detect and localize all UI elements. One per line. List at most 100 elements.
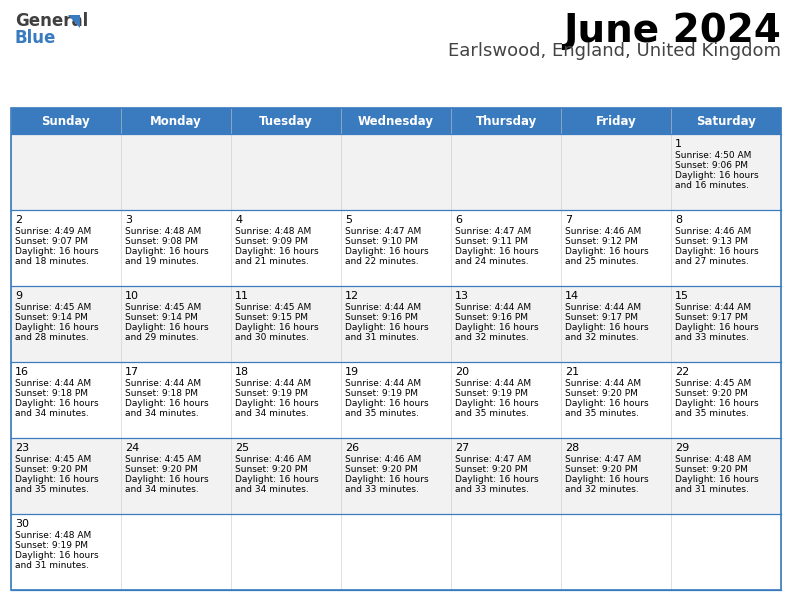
- Bar: [11, 108, 781, 134]
- Text: and 34 minutes.: and 34 minutes.: [125, 409, 199, 418]
- Text: Daylight: 16 hours: Daylight: 16 hours: [565, 323, 649, 332]
- Text: and 34 minutes.: and 34 minutes.: [125, 485, 199, 494]
- Text: Daylight: 16 hours: Daylight: 16 hours: [455, 323, 539, 332]
- Text: Monday: Monday: [150, 114, 202, 127]
- Text: and 32 minutes.: and 32 minutes.: [565, 333, 639, 342]
- Text: Sunrise: 4:44 AM: Sunrise: 4:44 AM: [565, 303, 642, 312]
- Text: Sunrise: 4:47 AM: Sunrise: 4:47 AM: [565, 455, 642, 464]
- Text: Sunset: 9:20 PM: Sunset: 9:20 PM: [565, 389, 638, 398]
- Text: Earlswood, England, United Kingdom: Earlswood, England, United Kingdom: [448, 42, 781, 60]
- Text: Sunrise: 4:44 AM: Sunrise: 4:44 AM: [455, 303, 531, 312]
- Text: 5: 5: [345, 215, 352, 225]
- Text: Sunrise: 4:44 AM: Sunrise: 4:44 AM: [15, 379, 91, 388]
- Text: Sunrise: 4:45 AM: Sunrise: 4:45 AM: [675, 379, 752, 388]
- Text: Sunrise: 4:45 AM: Sunrise: 4:45 AM: [125, 303, 201, 312]
- Text: Daylight: 16 hours: Daylight: 16 hours: [235, 399, 318, 408]
- Text: Daylight: 16 hours: Daylight: 16 hours: [455, 247, 539, 256]
- Text: General: General: [15, 12, 88, 30]
- Text: Daylight: 16 hours: Daylight: 16 hours: [235, 323, 318, 332]
- Text: Sunset: 9:11 PM: Sunset: 9:11 PM: [455, 237, 528, 246]
- Text: Sunrise: 4:45 AM: Sunrise: 4:45 AM: [15, 455, 91, 464]
- Text: Daylight: 16 hours: Daylight: 16 hours: [15, 323, 99, 332]
- Text: Sunrise: 4:46 AM: Sunrise: 4:46 AM: [235, 455, 311, 464]
- Text: Sunset: 9:20 PM: Sunset: 9:20 PM: [455, 465, 528, 474]
- Text: Daylight: 16 hours: Daylight: 16 hours: [455, 475, 539, 484]
- Text: Sunrise: 4:45 AM: Sunrise: 4:45 AM: [125, 455, 201, 464]
- Text: Daylight: 16 hours: Daylight: 16 hours: [565, 399, 649, 408]
- Text: 16: 16: [15, 367, 29, 377]
- Text: Sunset: 9:08 PM: Sunset: 9:08 PM: [125, 237, 198, 246]
- Text: Daylight: 16 hours: Daylight: 16 hours: [345, 323, 428, 332]
- Text: Daylight: 16 hours: Daylight: 16 hours: [675, 323, 759, 332]
- Text: 4: 4: [235, 215, 242, 225]
- Text: Daylight: 16 hours: Daylight: 16 hours: [455, 399, 539, 408]
- Text: and 16 minutes.: and 16 minutes.: [675, 181, 749, 190]
- Text: 12: 12: [345, 291, 359, 301]
- Text: and 30 minutes.: and 30 minutes.: [235, 333, 309, 342]
- Text: Daylight: 16 hours: Daylight: 16 hours: [675, 475, 759, 484]
- Text: Daylight: 16 hours: Daylight: 16 hours: [15, 551, 99, 560]
- Text: Daylight: 16 hours: Daylight: 16 hours: [565, 475, 649, 484]
- Text: Daylight: 16 hours: Daylight: 16 hours: [125, 247, 208, 256]
- Text: Sunset: 9:16 PM: Sunset: 9:16 PM: [455, 313, 528, 322]
- Text: Sunset: 9:20 PM: Sunset: 9:20 PM: [15, 465, 88, 474]
- Text: 2: 2: [15, 215, 22, 225]
- Text: 15: 15: [675, 291, 689, 301]
- Text: Sunrise: 4:44 AM: Sunrise: 4:44 AM: [345, 379, 421, 388]
- Text: Sunrise: 4:48 AM: Sunrise: 4:48 AM: [235, 227, 311, 236]
- Text: 30: 30: [15, 519, 29, 529]
- Text: and 33 minutes.: and 33 minutes.: [455, 485, 529, 494]
- Text: 1: 1: [675, 139, 682, 149]
- Text: Sunrise: 4:46 AM: Sunrise: 4:46 AM: [345, 455, 421, 464]
- Text: and 31 minutes.: and 31 minutes.: [15, 561, 89, 570]
- Text: and 29 minutes.: and 29 minutes.: [125, 333, 199, 342]
- Bar: [11, 514, 781, 590]
- Text: Sunset: 9:16 PM: Sunset: 9:16 PM: [345, 313, 418, 322]
- Text: Daylight: 16 hours: Daylight: 16 hours: [565, 247, 649, 256]
- Text: and 21 minutes.: and 21 minutes.: [235, 257, 309, 266]
- Text: Sunday: Sunday: [42, 114, 90, 127]
- Polygon shape: [68, 15, 80, 28]
- Text: Sunset: 9:14 PM: Sunset: 9:14 PM: [125, 313, 198, 322]
- Text: Daylight: 16 hours: Daylight: 16 hours: [15, 399, 99, 408]
- Text: June 2024: June 2024: [563, 12, 781, 50]
- Text: Daylight: 16 hours: Daylight: 16 hours: [15, 475, 99, 484]
- Text: Daylight: 16 hours: Daylight: 16 hours: [675, 399, 759, 408]
- Text: and 33 minutes.: and 33 minutes.: [675, 333, 749, 342]
- Text: Sunrise: 4:45 AM: Sunrise: 4:45 AM: [235, 303, 311, 312]
- Text: 17: 17: [125, 367, 139, 377]
- Text: Sunrise: 4:49 AM: Sunrise: 4:49 AM: [15, 227, 91, 236]
- Bar: [11, 286, 781, 362]
- Text: and 32 minutes.: and 32 minutes.: [455, 333, 529, 342]
- Text: 7: 7: [565, 215, 572, 225]
- Text: and 35 minutes.: and 35 minutes.: [675, 409, 749, 418]
- Bar: [11, 438, 781, 514]
- Text: Sunset: 9:19 PM: Sunset: 9:19 PM: [235, 389, 308, 398]
- Text: Daylight: 16 hours: Daylight: 16 hours: [235, 247, 318, 256]
- Text: 24: 24: [125, 443, 139, 453]
- Text: 18: 18: [235, 367, 249, 377]
- Text: Sunrise: 4:46 AM: Sunrise: 4:46 AM: [675, 227, 752, 236]
- Text: 25: 25: [235, 443, 249, 453]
- Text: 20: 20: [455, 367, 469, 377]
- Text: Wednesday: Wednesday: [358, 114, 434, 127]
- Text: 19: 19: [345, 367, 359, 377]
- Text: Daylight: 16 hours: Daylight: 16 hours: [345, 475, 428, 484]
- Text: Sunset: 9:18 PM: Sunset: 9:18 PM: [15, 389, 88, 398]
- Text: Tuesday: Tuesday: [259, 114, 313, 127]
- Bar: [11, 362, 781, 438]
- Text: Friday: Friday: [596, 114, 637, 127]
- Text: Sunrise: 4:44 AM: Sunrise: 4:44 AM: [235, 379, 311, 388]
- Text: and 31 minutes.: and 31 minutes.: [345, 333, 419, 342]
- Text: Daylight: 16 hours: Daylight: 16 hours: [345, 399, 428, 408]
- Text: 13: 13: [455, 291, 469, 301]
- Text: Daylight: 16 hours: Daylight: 16 hours: [235, 475, 318, 484]
- Text: Sunrise: 4:44 AM: Sunrise: 4:44 AM: [455, 379, 531, 388]
- Text: Sunset: 9:06 PM: Sunset: 9:06 PM: [675, 161, 748, 170]
- Text: and 34 minutes.: and 34 minutes.: [235, 485, 309, 494]
- Text: Sunset: 9:20 PM: Sunset: 9:20 PM: [675, 465, 748, 474]
- Text: and 35 minutes.: and 35 minutes.: [565, 409, 639, 418]
- Text: Daylight: 16 hours: Daylight: 16 hours: [675, 171, 759, 180]
- Text: Blue: Blue: [15, 29, 56, 47]
- Bar: [11, 108, 781, 590]
